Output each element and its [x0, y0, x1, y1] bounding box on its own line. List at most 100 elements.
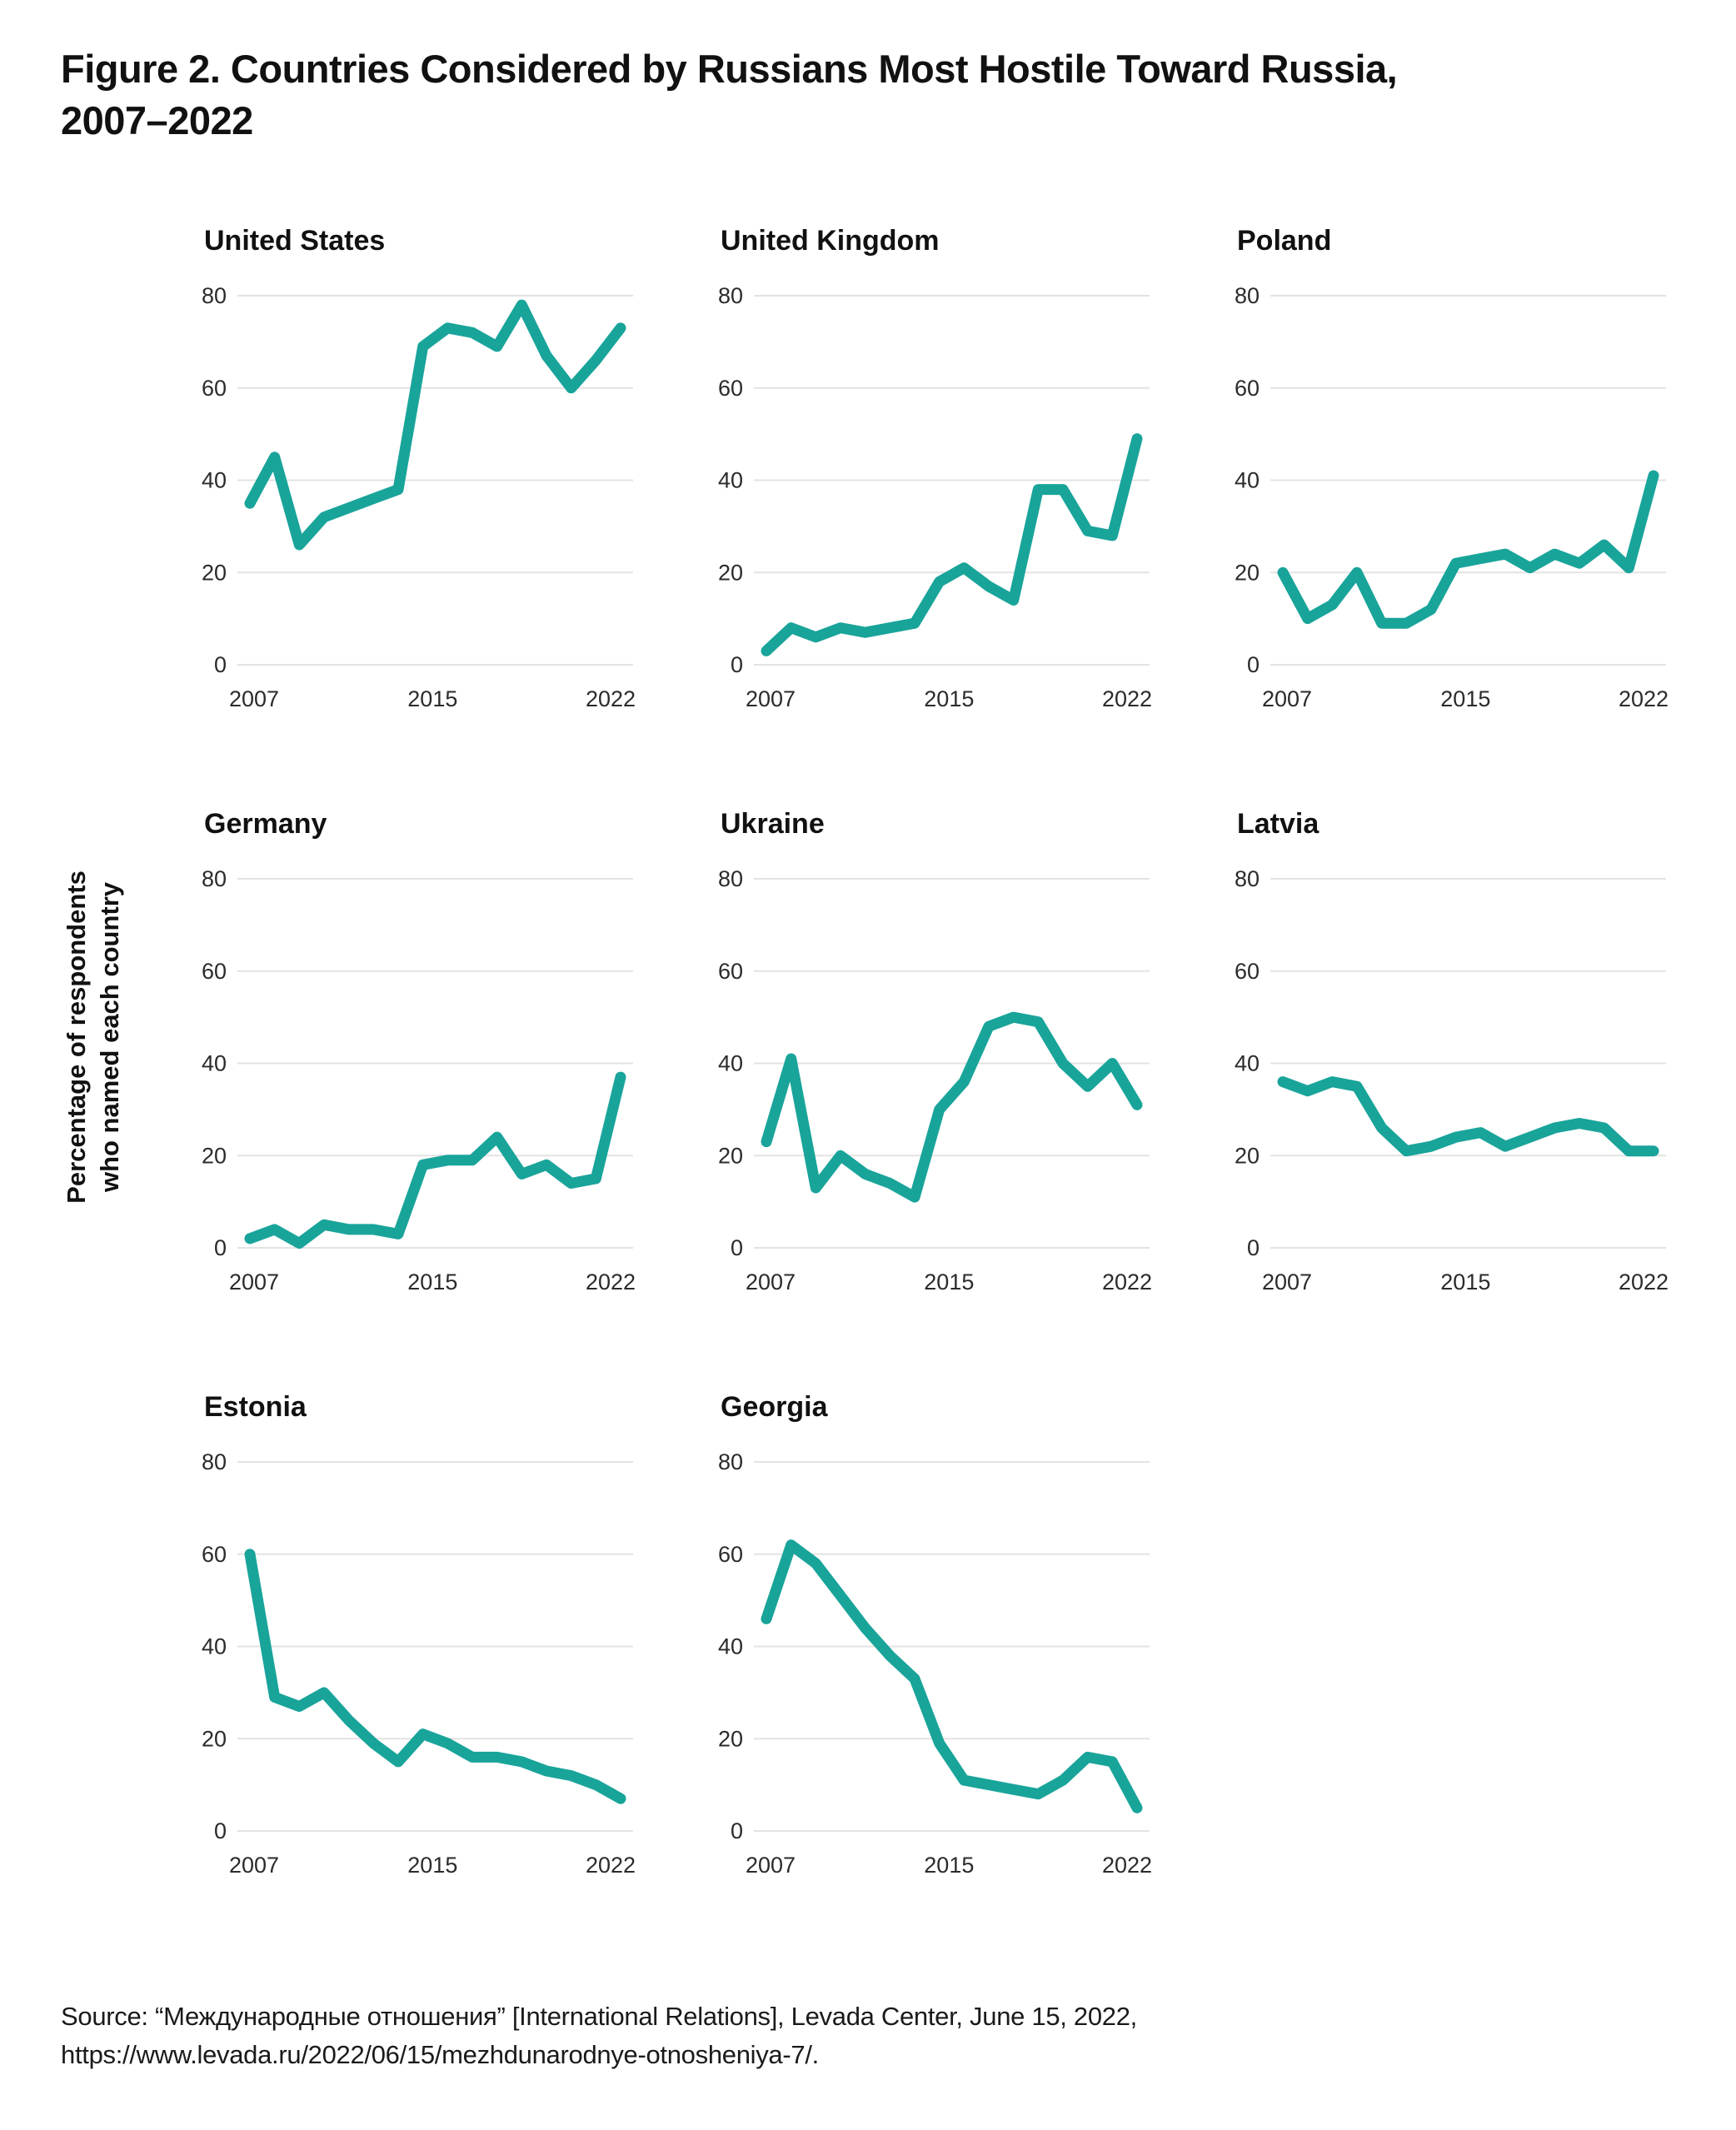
y-tick-label-20: 20 [1235, 560, 1260, 585]
x-tick-label-2007: 2007 [229, 686, 279, 711]
x-tick-label-2022: 2022 [586, 1270, 636, 1294]
chart-canvas-estonia: Estonia 0 20 40 60 80 2007 2015 2022 [202, 1391, 636, 1878]
x-tick-label-2022: 2022 [1619, 686, 1669, 711]
chart-title: Estonia [204, 1391, 307, 1423]
data-line-united-states [244, 299, 626, 551]
y-tick-label-20: 20 [202, 1143, 227, 1168]
x-tick-label-2022: 2022 [586, 1853, 636, 1878]
chart-poland: Poland 0 20 40 60 80 2007 2015 2022 [1200, 212, 1683, 762]
x-tick-label-2007: 2007 [229, 1853, 279, 1878]
x-tick-label-2022: 2022 [1102, 686, 1152, 711]
data-line-estonia [244, 1549, 626, 1804]
y-tick-label-20: 20 [718, 1726, 743, 1751]
y-tick-label-40: 40 [718, 1051, 743, 1076]
y-tick-label-80: 80 [718, 1449, 743, 1474]
chart-title: United States [204, 225, 385, 257]
x-tick-label-2015: 2015 [1440, 1270, 1490, 1294]
data-line-ukraine [761, 1011, 1143, 1203]
chart-germany: Germany 0 20 40 60 80 2007 2015 2022 [167, 796, 650, 1345]
chart-georgia: Georgia 0 20 40 60 80 2007 2015 2022 [683, 1379, 1166, 1928]
y-tick-label-0: 0 [731, 1235, 743, 1260]
data-line-united-kingdom [761, 433, 1143, 656]
y-tick-label-60: 60 [1235, 376, 1260, 401]
x-tick-label-2022: 2022 [1102, 1270, 1152, 1294]
y-tick-label-20: 20 [202, 560, 227, 585]
y-tick-label-40: 40 [202, 1634, 227, 1659]
y-tick-label-0: 0 [214, 652, 227, 677]
y-tick-label-0: 0 [214, 1818, 227, 1843]
x-tick-label-2015: 2015 [924, 1853, 974, 1878]
chart-canvas-latvia: Latvia 0 20 40 60 80 2007 2015 2022 [1235, 808, 1669, 1294]
chart-canvas-united-states: United States 0 20 40 60 80 2007 2015 2022 [202, 225, 636, 711]
x-tick-label-2015: 2015 [924, 686, 974, 711]
x-tick-label-2007: 2007 [746, 1853, 796, 1878]
data-line-latvia [1277, 1076, 1659, 1157]
y-tick-label-60: 60 [202, 376, 227, 401]
y-tick-label-20: 20 [718, 1143, 743, 1168]
y-tick-label-0: 0 [731, 1818, 743, 1843]
y-tick-label-40: 40 [202, 468, 227, 493]
y-tick-label-40: 40 [718, 1634, 743, 1659]
figure-title-line2: 2007–2022 [61, 98, 253, 142]
y-tick-label-0: 0 [214, 1235, 227, 1260]
chart-canvas-poland: Poland 0 20 40 60 80 2007 2015 2022 [1235, 225, 1669, 711]
chart-united-states: United States 0 20 40 60 80 2007 2015 2022 [167, 212, 650, 762]
y-tick-label-60: 60 [718, 376, 743, 401]
y-tick-label-0: 0 [731, 652, 743, 677]
data-line-poland [1277, 470, 1659, 629]
chart-title: Ukraine [721, 808, 825, 840]
y-tick-label-80: 80 [718, 866, 743, 891]
x-tick-label-2007: 2007 [1262, 686, 1312, 711]
x-tick-label-2015: 2015 [407, 1270, 457, 1294]
y-tick-label-20: 20 [1235, 1143, 1260, 1168]
chart-canvas-ukraine: Ukraine 0 20 40 60 80 2007 2015 2022 [718, 808, 1152, 1294]
chart-latvia: Latvia 0 20 40 60 80 2007 2015 2022 [1200, 796, 1683, 1345]
y-tick-label-60: 60 [202, 1542, 227, 1567]
y-tick-label-0: 0 [1247, 1235, 1260, 1260]
y-tick-label-40: 40 [202, 1051, 227, 1076]
y-tick-label-60: 60 [1235, 959, 1260, 984]
chart-canvas-germany: Germany 0 20 40 60 80 2007 2015 2022 [202, 808, 636, 1294]
chart-united-kingdom: United Kingdom 0 20 40 60 80 2007 2015 2022 [683, 212, 1166, 762]
y-tick-label-60: 60 [718, 1542, 743, 1567]
x-tick-label-2007: 2007 [746, 1270, 796, 1294]
chart-canvas-united-kingdom: United Kingdom 0 20 40 60 80 2007 2015 2022 [718, 225, 1152, 711]
y-tick-label-40: 40 [718, 468, 743, 493]
y-tick-label-20: 20 [718, 560, 743, 585]
y-tick-label-80: 80 [1235, 283, 1260, 308]
chart-title: United Kingdom [721, 225, 940, 257]
y-tick-label-80: 80 [1235, 866, 1260, 891]
x-tick-label-2007: 2007 [746, 686, 796, 711]
y-tick-label-40: 40 [1235, 468, 1260, 493]
data-line-germany [244, 1071, 626, 1249]
x-tick-label-2007: 2007 [1262, 1270, 1312, 1294]
y-tick-label-60: 60 [718, 959, 743, 984]
x-tick-label-2022: 2022 [1619, 1270, 1669, 1294]
y-tick-label-80: 80 [202, 866, 227, 891]
figure-title-line1: Figure 2. Countries Considered by Russia… [61, 47, 1398, 91]
figure-title: Figure 2. Countries Considered by Russia… [61, 43, 1398, 147]
x-tick-label-2015: 2015 [924, 1270, 974, 1294]
x-tick-label-2022: 2022 [586, 686, 636, 711]
x-tick-label-2022: 2022 [1102, 1853, 1152, 1878]
chart-title: Poland [1237, 225, 1331, 257]
y-tick-label-0: 0 [1247, 652, 1260, 677]
chart-title: Georgia [721, 1391, 829, 1423]
x-tick-label-2015: 2015 [407, 686, 457, 711]
chart-ukraine: Ukraine 0 20 40 60 80 2007 2015 2022 [683, 796, 1166, 1345]
source-line1: Source: “Международные отношения” [Inter… [61, 2002, 1137, 2031]
x-tick-label-2007: 2007 [229, 1270, 279, 1294]
y-tick-label-80: 80 [202, 283, 227, 308]
x-tick-label-2015: 2015 [407, 1853, 457, 1878]
y-tick-label-80: 80 [718, 283, 743, 308]
source-note: Source: “Международные отношения” [Inter… [61, 1998, 1137, 2074]
chart-title: Latvia [1237, 808, 1319, 840]
chart-canvas-georgia: Georgia 0 20 40 60 80 2007 2015 2022 [718, 1391, 1152, 1878]
y-tick-label-40: 40 [1235, 1051, 1260, 1076]
chart-title: Germany [204, 808, 327, 840]
source-line2: https://www.levada.ru/2022/06/15/mezhdun… [61, 2040, 819, 2069]
y-tick-label-20: 20 [202, 1726, 227, 1751]
chart-estonia: Estonia 0 20 40 60 80 2007 2015 2022 [167, 1379, 650, 1928]
